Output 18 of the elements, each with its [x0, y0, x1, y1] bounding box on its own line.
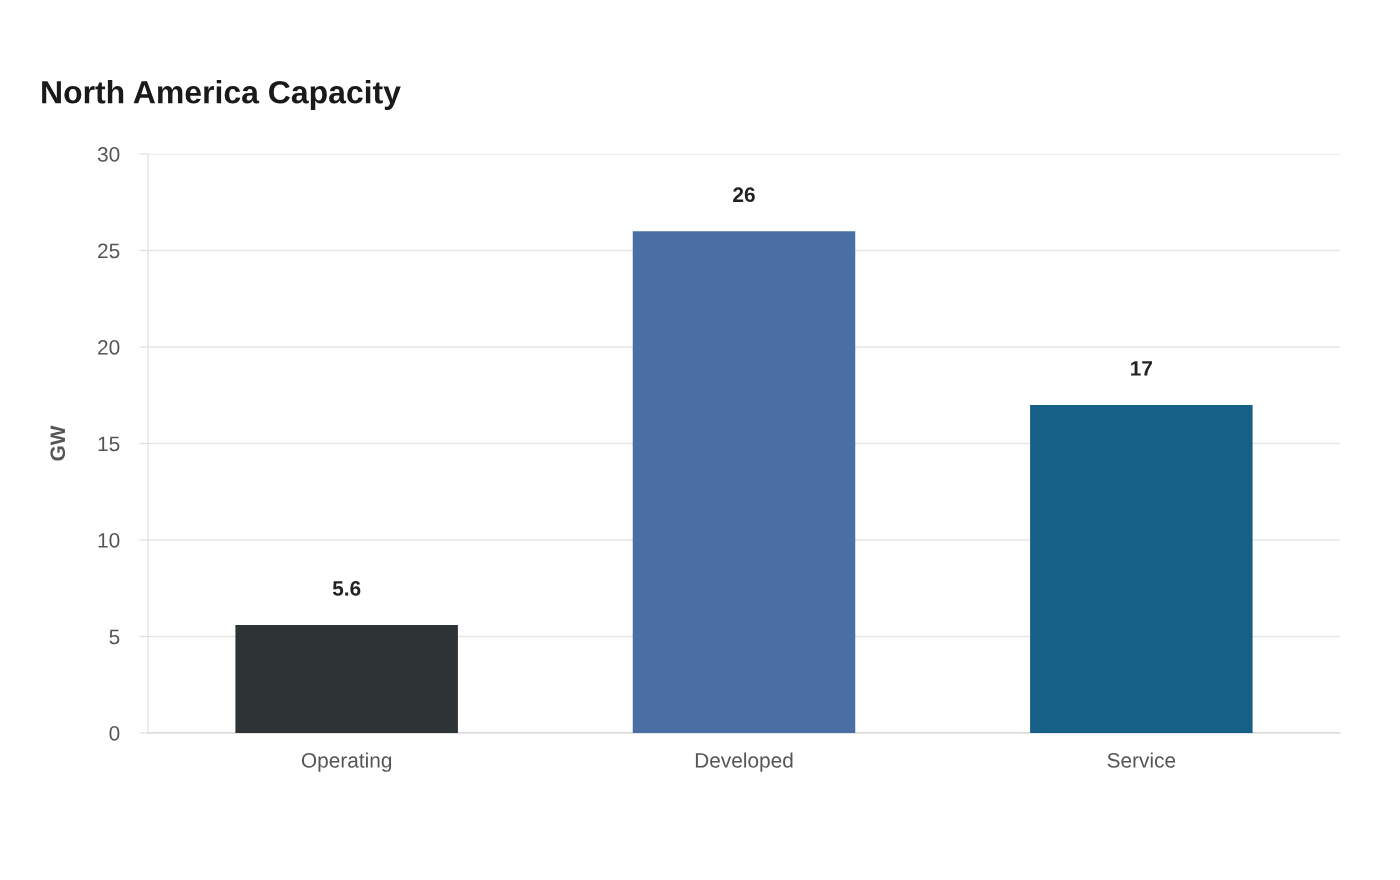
bar — [235, 624, 458, 733]
y-axis-title: GW — [50, 425, 66, 461]
y-tick-label: 20 — [98, 340, 120, 355]
x-tick-label: Operating — [301, 752, 392, 772]
data-label: 17 — [1131, 361, 1153, 376]
bar — [1030, 404, 1253, 733]
bar — [632, 231, 856, 733]
data-label: 26 — [733, 187, 755, 203]
y-tick-label: 30 — [97, 147, 120, 162]
data-label: 5.6 — [332, 581, 361, 596]
y-tick-label: 15 — [98, 436, 120, 452]
y-tick-label: 10 — [98, 533, 120, 548]
x-tick-label: Service — [1107, 752, 1176, 768]
chart-title: North America Capacity — [42, 80, 401, 110]
y-tick-label: 5 — [109, 629, 120, 645]
y-tick-label: 0 — [109, 726, 120, 741]
y-tick-label: 25 — [98, 243, 120, 259]
x-tick-label: Developed — [695, 752, 793, 772]
